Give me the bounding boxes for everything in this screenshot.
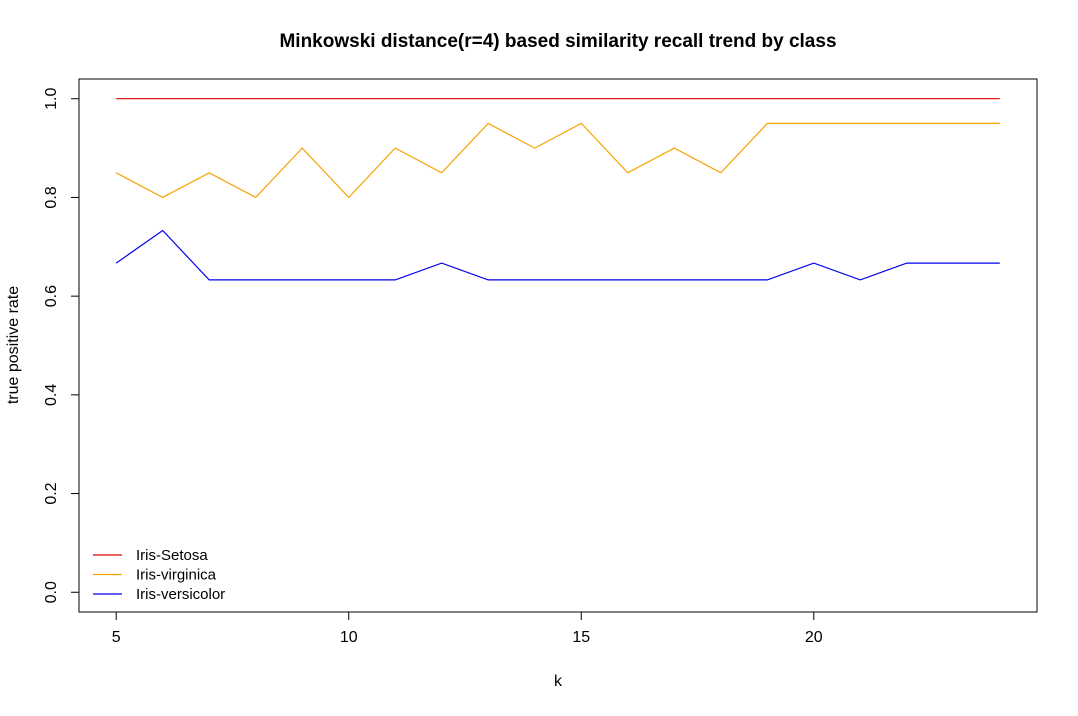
- x-axis: 5 10 15 20: [112, 611, 823, 646]
- y-tick-label: 1.0: [43, 88, 60, 110]
- chart-title: Minkowski distance(r=4) based similarity…: [279, 31, 836, 52]
- y-tick-label: 0.4: [43, 384, 60, 406]
- x-tick-label: 10: [340, 629, 358, 646]
- y-tick-label: 0.6: [43, 285, 60, 307]
- y-axis: 0.0 0.2 0.4 0.6 0.8 1.0: [43, 88, 80, 603]
- legend: Iris-Setosa Iris-virginica Iris-versicolor: [93, 547, 225, 603]
- y-tick-label: 0.2: [43, 482, 60, 504]
- y-tick-label: 0.0: [43, 581, 60, 603]
- legend-entry-label: Iris-Setosa: [136, 547, 208, 564]
- legend-entry-label: Iris-virginica: [136, 567, 217, 584]
- x-tick-label: 5: [112, 629, 121, 646]
- x-tick-label: 20: [805, 629, 823, 646]
- series-line-iris-virginica: [115, 122, 1000, 199]
- y-tick-label: 0.8: [43, 186, 60, 208]
- legend-entry-label: Iris-versicolor: [136, 586, 225, 603]
- series-lines: [115, 98, 1000, 281]
- x-axis-label: k: [554, 673, 563, 690]
- series-line-iris-versicolor: [115, 229, 1000, 281]
- y-axis-label: true positive rate: [5, 286, 22, 404]
- x-tick-label: 15: [572, 629, 590, 646]
